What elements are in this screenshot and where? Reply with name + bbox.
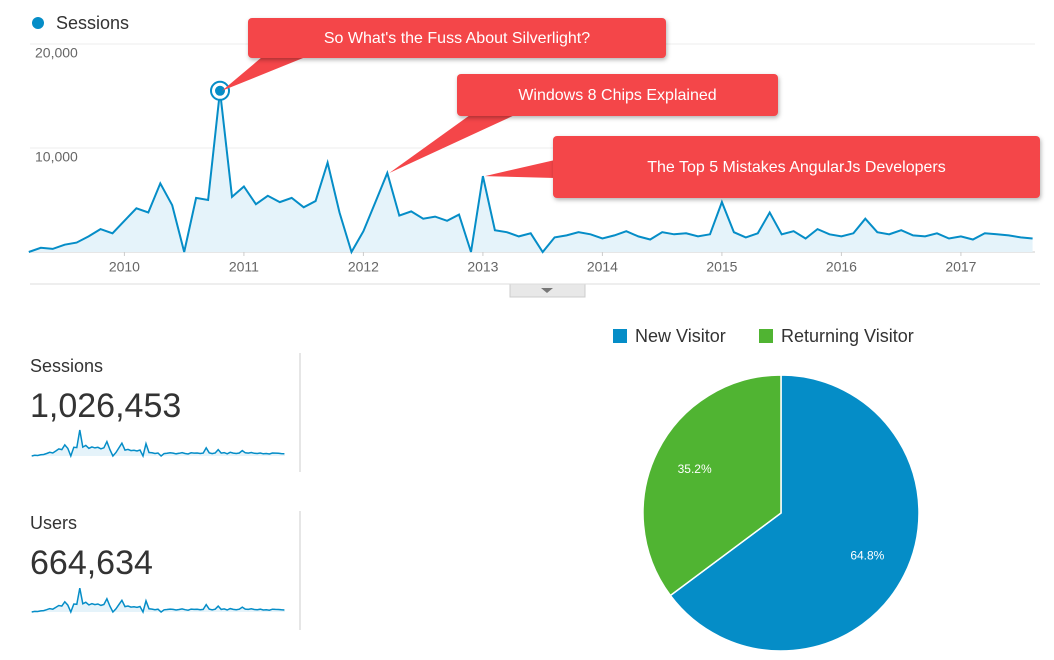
callout-pointer xyxy=(389,110,517,173)
metric-value: 664,634 xyxy=(30,544,153,582)
metric-value: 1,026,453 xyxy=(30,387,181,425)
pie-slice xyxy=(642,374,782,597)
expand-arrow xyxy=(541,288,553,293)
legend-swatch xyxy=(613,329,627,343)
sparkline xyxy=(31,587,285,615)
slice-label: 64.8% xyxy=(850,548,884,562)
legend-swatch xyxy=(759,329,773,343)
legend-label: Returning Visitor xyxy=(781,326,914,346)
sparkline-fill xyxy=(31,588,286,612)
line xyxy=(28,90,1033,255)
area-fill xyxy=(28,90,1033,252)
pie-slice xyxy=(669,374,920,652)
x-tick-label: 2015 xyxy=(706,259,737,275)
highlight-point xyxy=(215,85,226,96)
callout-box xyxy=(553,136,1040,198)
annotation: The Top 5 Mistakes AngularJs Developers xyxy=(647,159,946,176)
sparkline xyxy=(31,429,285,459)
callout-pointer xyxy=(484,160,555,178)
callout-box xyxy=(457,74,778,116)
y-tick-label: 20,000 xyxy=(35,45,78,61)
legend-label: Sessions xyxy=(56,13,129,33)
x-tick-label: 2017 xyxy=(945,259,976,275)
annotation: Windows 8 Chips Explained xyxy=(518,87,716,104)
x-tick-label: 2012 xyxy=(348,259,379,275)
metric-label: Sessions xyxy=(30,356,103,376)
legend-swatch xyxy=(32,17,44,29)
slice-label: 35.2% xyxy=(678,462,712,476)
callout-pointer xyxy=(222,52,308,91)
y-tick-label: 10,000 xyxy=(35,149,78,165)
expand-tab[interactable] xyxy=(509,283,586,298)
sparkline-fill xyxy=(31,430,286,456)
callout-box xyxy=(248,18,666,58)
legend-label: New Visitor xyxy=(635,326,726,346)
x-tick-label: 2010 xyxy=(109,259,140,275)
x-tick-label: 2013 xyxy=(467,259,498,275)
x-tick-label: 2014 xyxy=(587,259,618,275)
x-tick-label: 2016 xyxy=(826,259,857,275)
metric-label: Users xyxy=(30,513,77,533)
x-tick-label: 2011 xyxy=(229,259,259,275)
annotation: So What's the Fuss About Silverlight? xyxy=(324,30,590,47)
